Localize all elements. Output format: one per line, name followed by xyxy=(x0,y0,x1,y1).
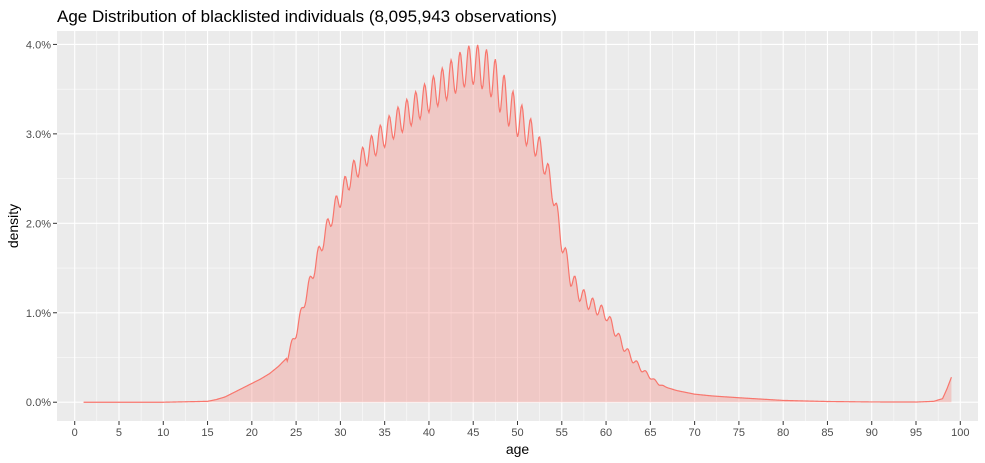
x-tick-label: 10 xyxy=(157,427,169,439)
x-tick-label: 25 xyxy=(290,427,302,439)
x-axis: 0 5 10 15 20 25 30 35 40 45 50 55 60 65 70 75 80 85 90 95 10… xyxy=(72,421,969,439)
x-tick-label: 65 xyxy=(644,427,656,439)
x-axis-title: age xyxy=(506,441,530,457)
y-axis: 0.0% 1.0% 2.0% 3.0% 4.0% xyxy=(26,39,57,409)
x-tick-label: 90 xyxy=(866,427,878,439)
x-tick-label: 15 xyxy=(201,427,213,439)
x-tick-label: 60 xyxy=(600,427,612,439)
y-tick-label: 0.0% xyxy=(26,397,51,409)
y-tick-label: 2.0% xyxy=(26,218,51,230)
x-tick-label: 30 xyxy=(334,427,346,439)
x-tick-label: 75 xyxy=(733,427,745,439)
x-tick-label: 100 xyxy=(951,427,969,439)
y-tick-label: 4.0% xyxy=(26,39,51,51)
density-line xyxy=(83,44,952,403)
y-axis-title: density xyxy=(5,204,21,248)
y-tick-label: 1.0% xyxy=(26,308,51,320)
x-tick-label: 80 xyxy=(777,427,789,439)
y-tick-label: 3.0% xyxy=(26,129,51,141)
x-tick-label: 55 xyxy=(556,427,568,439)
major-gridlines xyxy=(57,31,978,421)
x-tick-label: 40 xyxy=(423,427,435,439)
x-tick-label: 35 xyxy=(379,427,391,439)
x-tick-label: 95 xyxy=(910,427,922,439)
x-tick-label: 50 xyxy=(511,427,523,439)
chart-title: Age Distribution of blacklisted individu… xyxy=(57,7,557,26)
x-tick-label: 70 xyxy=(688,427,700,439)
x-tick-label: 20 xyxy=(246,427,258,439)
x-tick-label: 85 xyxy=(821,427,833,439)
x-tick-label: 45 xyxy=(467,427,479,439)
x-tick-label: 5 xyxy=(116,427,122,439)
x-tick-label: 0 xyxy=(72,427,78,439)
